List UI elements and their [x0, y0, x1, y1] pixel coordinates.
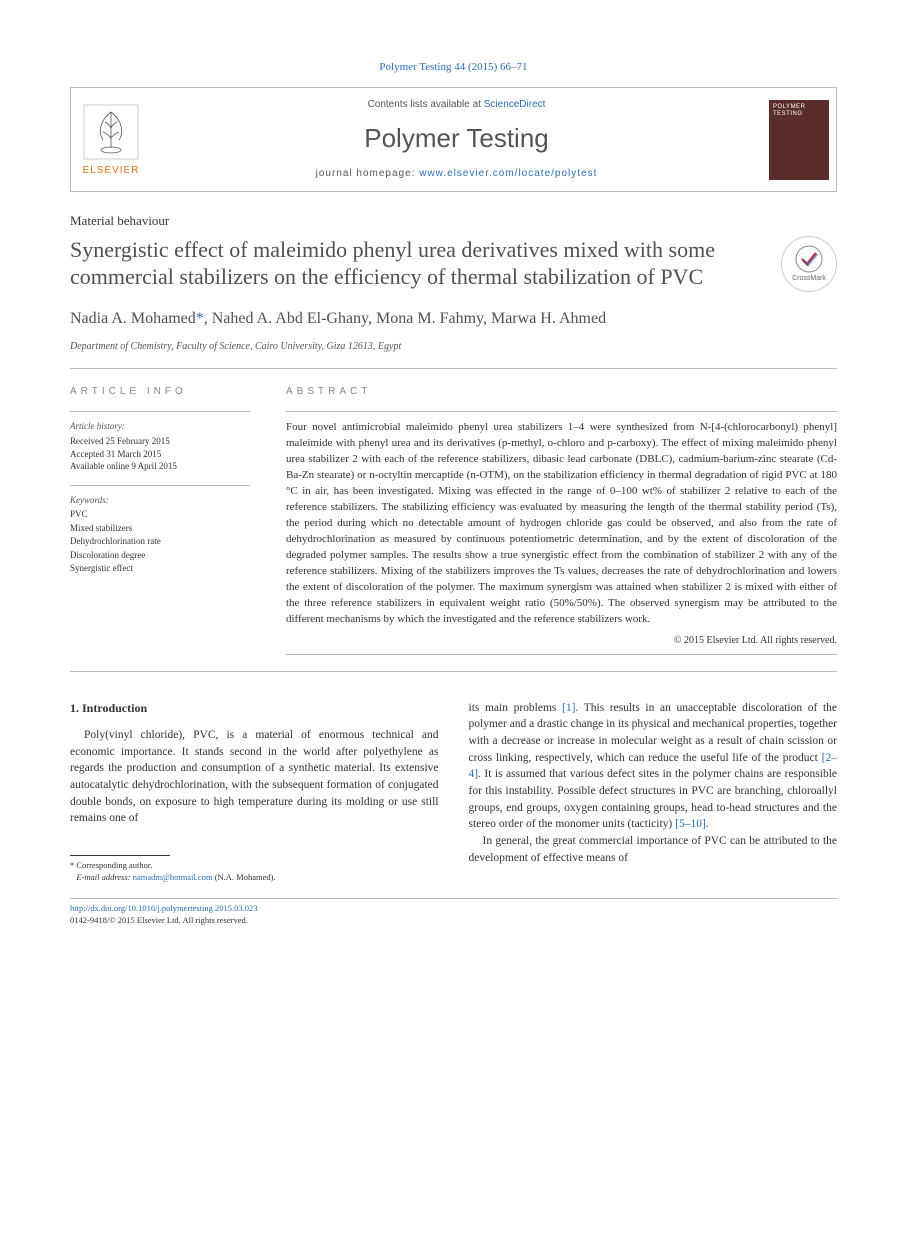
email-footnote: E-mail address: namadm@hotmail.com (N.A.…	[70, 872, 439, 884]
issn-copyright: 0142-9418/© 2015 Elsevier Ltd. All right…	[70, 915, 837, 927]
abstract-text: Four novel antimicrobial maleimido pheny…	[286, 412, 837, 627]
journal-cover: POLYMER TESTING	[762, 88, 836, 190]
intro-paragraph-1: Poly(vinyl chloride), PVC, is a material…	[70, 727, 439, 827]
citation-line: Polymer Testing 44 (2015) 66–71	[70, 60, 837, 75]
article-info-column: ARTICLE INFO Article history: Received 2…	[70, 385, 250, 654]
section-heading-intro: 1. Introduction	[70, 700, 439, 717]
article-section: Material behaviour	[70, 212, 837, 230]
history-label: Article history:	[70, 420, 250, 433]
crossmark-icon	[794, 244, 824, 274]
body-columns: 1. Introduction Poly(vinyl chloride), PV…	[70, 700, 837, 884]
contents-prefix: Contents lists available at	[368, 99, 484, 110]
publisher-logo: ELSEVIER	[71, 88, 151, 190]
text-run: . It is assumed that various defect site…	[469, 768, 838, 830]
body-column-right: its main problems [1]. This results in a…	[469, 700, 838, 884]
keywords-list: PVC Mixed stabilizers Dehydrochlorinatio…	[70, 508, 250, 576]
email-suffix: (N.A. Mohamed).	[213, 872, 276, 882]
elsevier-tree-icon	[81, 102, 141, 162]
email-link[interactable]: namadm@hotmail.com	[133, 872, 213, 882]
cover-title-2: TESTING	[773, 111, 825, 118]
abstract-copyright: © 2015 Elsevier Ltd. All rights reserved…	[286, 634, 837, 648]
intro-paragraph-1-cont: its main problems [1]. This results in a…	[469, 700, 838, 833]
journal-name: Polymer Testing	[151, 120, 762, 156]
text-run: .	[706, 818, 709, 830]
body-column-left: 1. Introduction Poly(vinyl chloride), PV…	[70, 700, 439, 884]
publisher-name: ELSEVIER	[83, 164, 140, 178]
doi-link[interactable]: http://dx.doi.org/10.1016/j.polymertesti…	[70, 903, 258, 913]
homepage-prefix: journal homepage:	[316, 168, 420, 179]
header-center: Contents lists available at ScienceDirec…	[151, 88, 762, 190]
cover-image: POLYMER TESTING	[769, 100, 829, 180]
homepage-link[interactable]: www.elsevier.com/locate/polytest	[419, 168, 597, 179]
authors-rest: , Nahed A. Abd El-Ghany, Mona M. Fahmy, …	[204, 310, 606, 327]
contents-available: Contents lists available at ScienceDirec…	[151, 98, 762, 112]
divider	[286, 654, 837, 655]
corresponding-star: *	[196, 310, 204, 327]
sciencedirect-link[interactable]: ScienceDirect	[484, 99, 546, 110]
article-title: Synergistic effect of maleimido phenyl u…	[70, 236, 761, 291]
abstract-column: ABSTRACT Four novel antimicrobial maleim…	[286, 385, 837, 654]
cover-title-1: POLYMER	[773, 104, 825, 111]
author-corresponding: Nadia A. Mohamed	[70, 310, 196, 327]
history-dates: Received 25 February 2015 Accepted 31 Ma…	[70, 435, 250, 473]
intro-paragraph-2: In general, the great commercial importa…	[469, 833, 838, 866]
crossmark-label: CrossMark	[792, 274, 826, 284]
footnote-rule	[70, 855, 170, 856]
text-run: its main problems	[469, 702, 563, 714]
journal-header: ELSEVIER Contents lists available at Sci…	[70, 87, 837, 191]
doi-line: http://dx.doi.org/10.1016/j.polymertesti…	[70, 903, 837, 915]
ref-link-5-10[interactable]: [5–10]	[675, 818, 706, 830]
ref-link-1[interactable]: [1]	[562, 702, 575, 714]
journal-homepage: journal homepage: www.elsevier.com/locat…	[151, 167, 762, 181]
abstract-heading: ABSTRACT	[286, 385, 837, 399]
author-list: Nadia A. Mohamed*, Nahed A. Abd El-Ghany…	[70, 308, 837, 330]
divider	[70, 671, 837, 672]
crossmark-badge[interactable]: CrossMark	[781, 236, 837, 292]
corresponding-footnote: * Corresponding author.	[70, 860, 439, 872]
email-label: E-mail address:	[76, 872, 132, 882]
article-info-heading: ARTICLE INFO	[70, 385, 250, 399]
keywords-label: Keywords:	[70, 494, 250, 507]
affiliation: Department of Chemistry, Faculty of Scie…	[70, 340, 837, 354]
footer-rule	[70, 898, 837, 899]
